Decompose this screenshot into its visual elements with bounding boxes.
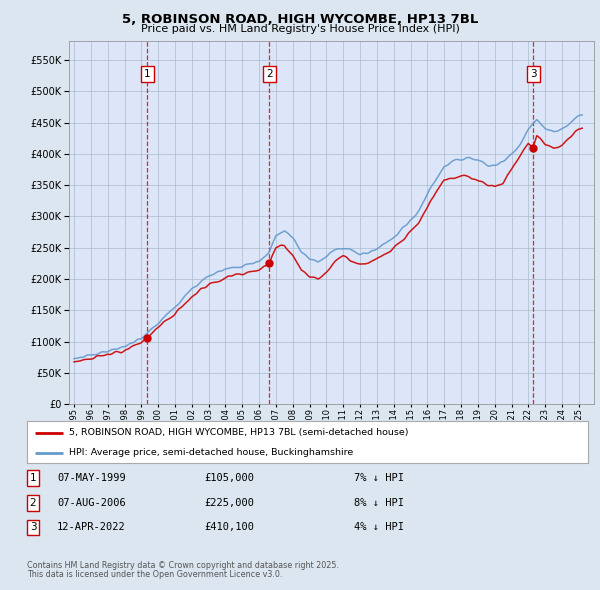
Text: 8% ↓ HPI: 8% ↓ HPI — [354, 498, 404, 507]
Text: 2: 2 — [29, 498, 37, 507]
Text: 7% ↓ HPI: 7% ↓ HPI — [354, 473, 404, 483]
Text: £410,100: £410,100 — [204, 523, 254, 532]
Text: 3: 3 — [29, 523, 37, 532]
Text: 5, ROBINSON ROAD, HIGH WYCOMBE, HP13 7BL: 5, ROBINSON ROAD, HIGH WYCOMBE, HP13 7BL — [122, 13, 478, 26]
Text: 07-AUG-2006: 07-AUG-2006 — [57, 498, 126, 507]
Text: This data is licensed under the Open Government Licence v3.0.: This data is licensed under the Open Gov… — [27, 571, 283, 579]
Text: £225,000: £225,000 — [204, 498, 254, 507]
Text: 07-MAY-1999: 07-MAY-1999 — [57, 473, 126, 483]
Text: 5, ROBINSON ROAD, HIGH WYCOMBE, HP13 7BL (semi-detached house): 5, ROBINSON ROAD, HIGH WYCOMBE, HP13 7BL… — [69, 428, 409, 437]
Text: £105,000: £105,000 — [204, 473, 254, 483]
Text: 12-APR-2022: 12-APR-2022 — [57, 523, 126, 532]
Text: 4% ↓ HPI: 4% ↓ HPI — [354, 523, 404, 532]
Text: HPI: Average price, semi-detached house, Buckinghamshire: HPI: Average price, semi-detached house,… — [69, 448, 353, 457]
Text: Contains HM Land Registry data © Crown copyright and database right 2025.: Contains HM Land Registry data © Crown c… — [27, 561, 339, 570]
Text: 3: 3 — [530, 69, 536, 79]
Text: 1: 1 — [29, 473, 37, 483]
Text: 2: 2 — [266, 69, 272, 79]
Text: Price paid vs. HM Land Registry's House Price Index (HPI): Price paid vs. HM Land Registry's House … — [140, 24, 460, 34]
Text: 1: 1 — [144, 69, 151, 79]
